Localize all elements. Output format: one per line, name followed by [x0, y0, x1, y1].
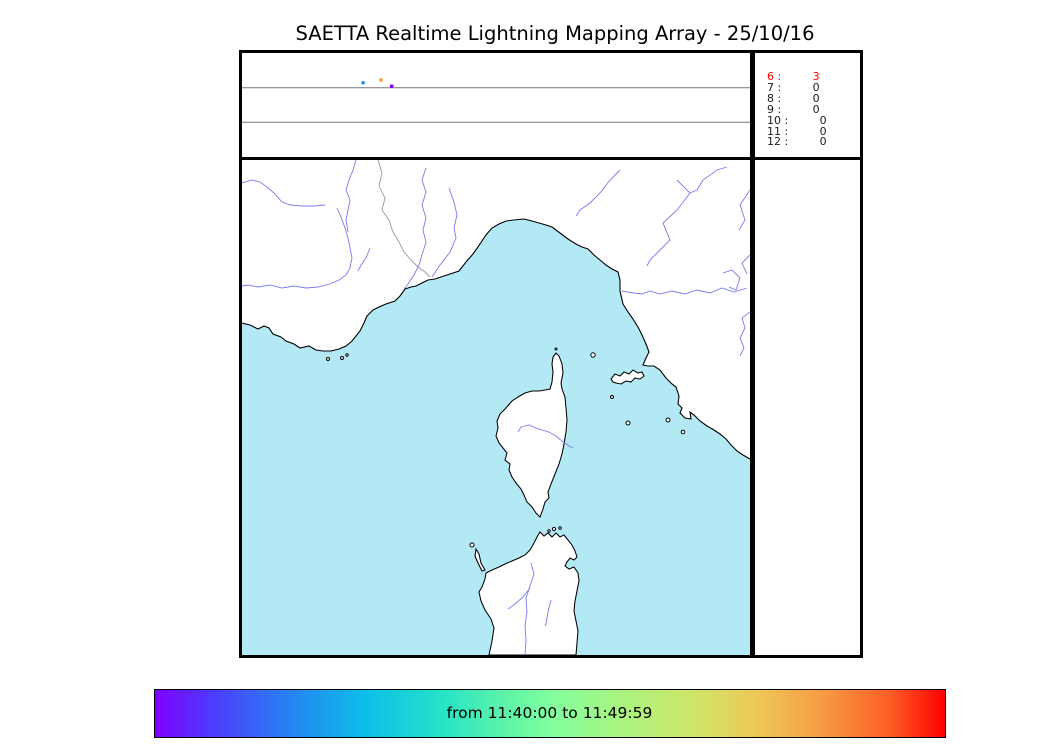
islet — [665, 417, 671, 423]
river — [507, 587, 531, 610]
river — [722, 269, 741, 291]
river — [741, 254, 750, 275]
source-dot — [389, 84, 394, 89]
islet — [551, 526, 557, 532]
river — [403, 167, 427, 290]
stintino-peninsula — [474, 547, 486, 572]
elba-island — [610, 369, 645, 385]
mainland-coastline — [242, 218, 750, 460]
map-panel — [239, 157, 753, 658]
stats-row: 8 : 0 — [767, 91, 820, 105]
river — [739, 311, 750, 357]
river — [431, 187, 458, 278]
map-plot — [242, 160, 750, 655]
river — [517, 424, 574, 449]
islet — [610, 395, 614, 399]
river — [242, 207, 353, 289]
river — [242, 179, 326, 207]
altitude-panel — [239, 50, 753, 160]
stats-row: 10 : 0 — [767, 113, 827, 127]
sardinia-island — [478, 531, 580, 655]
islet — [554, 347, 558, 351]
stats-row: 12 : 0 — [767, 135, 827, 149]
source-dot — [361, 80, 365, 85]
source-dot — [379, 78, 383, 82]
river — [544, 599, 552, 627]
corsica-island — [495, 352, 568, 518]
islet — [326, 357, 330, 361]
stats-row: 9 : 0 — [767, 102, 820, 116]
stats-row: 6 : 3 — [767, 70, 820, 83]
islet — [590, 352, 596, 358]
islet — [469, 542, 475, 548]
stats-row: 11 : 0 — [767, 124, 827, 138]
islet — [558, 526, 562, 530]
river — [646, 179, 691, 267]
river — [357, 247, 371, 272]
country-border — [377, 160, 431, 278]
islet — [345, 353, 349, 357]
river — [345, 160, 357, 233]
islet — [680, 429, 686, 435]
river — [689, 166, 728, 194]
islet — [547, 529, 551, 533]
altitude-panel-plot — [242, 78, 750, 123]
river — [524, 562, 535, 655]
stats-row: 7 : 0 — [767, 80, 820, 94]
altitude-latitude-plot — [755, 160, 860, 655]
plot-title: SAETTA Realtime Lightning Mapping Array … — [295, 22, 815, 45]
altitude-latitude-panel — [752, 157, 863, 658]
islet — [625, 420, 631, 426]
river — [575, 169, 621, 217]
river — [621, 287, 748, 295]
river — [738, 189, 750, 231]
time-colorbar: from 11:40:00 to 11:49:59 — [153, 688, 946, 738]
islet — [340, 356, 344, 360]
colorbar-label: from 11:40:00 to 11:49:59 — [446, 703, 653, 722]
